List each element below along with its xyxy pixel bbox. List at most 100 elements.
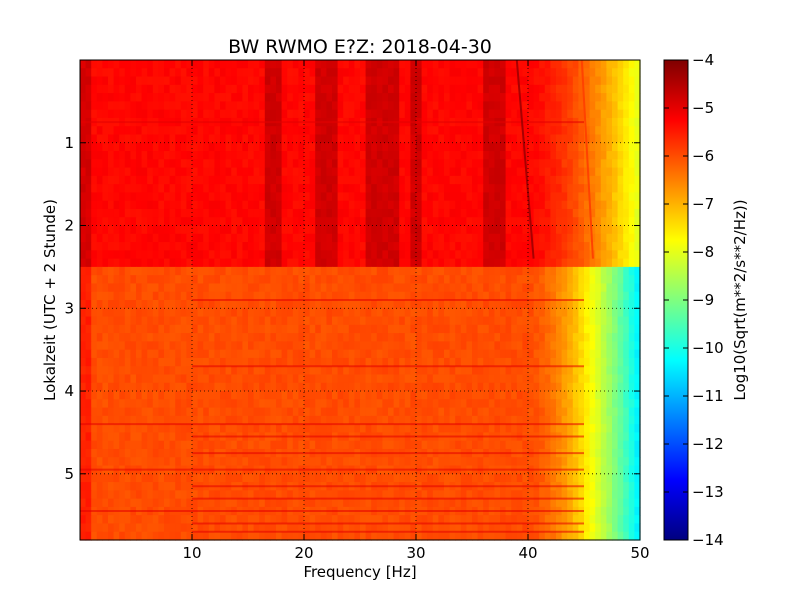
heatmap-cell: [332, 324, 339, 334]
heatmap-cell: [203, 242, 210, 251]
heatmap-cell: [276, 151, 283, 160]
heatmap-cell: [152, 217, 159, 227]
heatmap-cell: [164, 250, 171, 260]
heatmap-cell: [376, 84, 383, 94]
heatmap-cell: [365, 258, 372, 268]
heatmap-cell: [444, 291, 451, 301]
heatmap-cell: [477, 101, 484, 111]
heatmap-cell: [225, 316, 232, 326]
heatmap-cell: [595, 175, 602, 185]
heatmap-cell: [152, 200, 159, 210]
heatmap-cell: [85, 432, 92, 442]
heatmap-cell: [309, 266, 316, 276]
heatmap-cell: [612, 291, 619, 301]
heatmap-cell: [539, 275, 546, 285]
heatmap-cell: [427, 101, 434, 111]
heatmap-cell: [438, 184, 445, 194]
heatmap-cell: [511, 341, 518, 351]
heatmap-cell: [544, 60, 551, 69]
heatmap-cell: [203, 366, 210, 376]
heatmap-cell: [617, 341, 624, 351]
heatmap-cell: [281, 415, 288, 425]
heatmap-cell: [248, 242, 255, 251]
heatmap-cell: [410, 415, 417, 425]
heatmap-cell: [113, 208, 120, 218]
heatmap-cell: [634, 349, 641, 359]
heatmap-cell: [136, 357, 143, 367]
heatmap-cell: [164, 76, 171, 86]
heatmap-cell: [304, 151, 311, 160]
heatmap-cell: [634, 109, 641, 119]
heatmap-cell: [528, 68, 535, 78]
heatmap-cell: [292, 68, 299, 78]
heatmap-cell: [124, 391, 131, 400]
heatmap-cell: [242, 291, 249, 301]
heatmap-cell: [298, 341, 305, 351]
heatmap-cell: [220, 200, 227, 210]
heatmap-cell: [494, 159, 501, 169]
heatmap-cell: [119, 440, 126, 450]
heatmap-cell: [136, 159, 143, 169]
heatmap-cell: [231, 126, 238, 136]
heatmap-cell: [589, 167, 596, 177]
heatmap-cell: [505, 60, 512, 69]
heatmap-cell: [416, 225, 423, 235]
heatmap-cell: [416, 84, 423, 94]
heatmap-cell: [388, 159, 395, 169]
heatmap-cell: [449, 316, 456, 326]
heatmap-cell: [169, 167, 176, 177]
heatmap-cell: [309, 84, 316, 94]
heatmap-cell: [572, 76, 579, 86]
heatmap-cell: [80, 266, 87, 276]
heatmap-cell: [522, 258, 529, 268]
heatmap-cell: [248, 109, 255, 119]
heatmap-cell: [606, 159, 613, 169]
heatmap-cell: [276, 60, 283, 69]
heatmap-cell: [214, 233, 221, 243]
heatmap-cell: [360, 76, 367, 86]
heatmap-cell: [572, 142, 579, 152]
heatmap-cell: [253, 457, 260, 467]
heatmap-cell: [231, 208, 238, 218]
heatmap-cell: [388, 175, 395, 185]
heatmap-cell: [544, 357, 551, 367]
heatmap-cell: [309, 258, 316, 268]
heatmap-cell: [253, 159, 260, 169]
heatmap-cell: [281, 258, 288, 268]
heatmap-cell: [253, 109, 260, 119]
heatmap-cell: [186, 68, 193, 78]
heatmap-cell: [147, 167, 154, 177]
heatmap-cell: [214, 126, 221, 136]
heatmap-cell: [326, 192, 333, 202]
heatmap-cell: [572, 440, 579, 450]
heatmap-cell: [147, 415, 154, 425]
heatmap-cell: [421, 84, 428, 94]
heatmap-cell: [292, 151, 299, 160]
heatmap-cell: [214, 316, 221, 326]
heatmap-cell: [80, 68, 87, 78]
heatmap-cell: [589, 324, 596, 334]
heatmap-cell: [337, 308, 344, 318]
heatmap-cell: [595, 415, 602, 425]
heatmap-cell: [533, 225, 540, 235]
heatmap-cell: [141, 424, 148, 434]
heatmap-cell: [169, 76, 176, 86]
heatmap-cell: [152, 134, 159, 144]
heatmap-cell: [494, 349, 501, 359]
heatmap-cell: [483, 242, 490, 251]
heatmap-cell: [438, 266, 445, 276]
heatmap-cell: [612, 217, 619, 227]
heatmap-cell: [220, 184, 227, 194]
heatmap-cell: [606, 432, 613, 442]
heatmap-cell: [449, 175, 456, 185]
heatmap-cell: [365, 316, 372, 326]
heatmap-cell: [315, 60, 322, 69]
heatmap-cell: [365, 283, 372, 293]
heatmap-cell: [208, 440, 215, 450]
heatmap-cell: [567, 242, 574, 251]
heatmap-cell: [281, 242, 288, 251]
heatmap-cell: [175, 93, 182, 102]
heatmap-cell: [410, 184, 417, 194]
heatmap-cell: [628, 308, 635, 318]
heatmap-cell: [522, 101, 529, 111]
